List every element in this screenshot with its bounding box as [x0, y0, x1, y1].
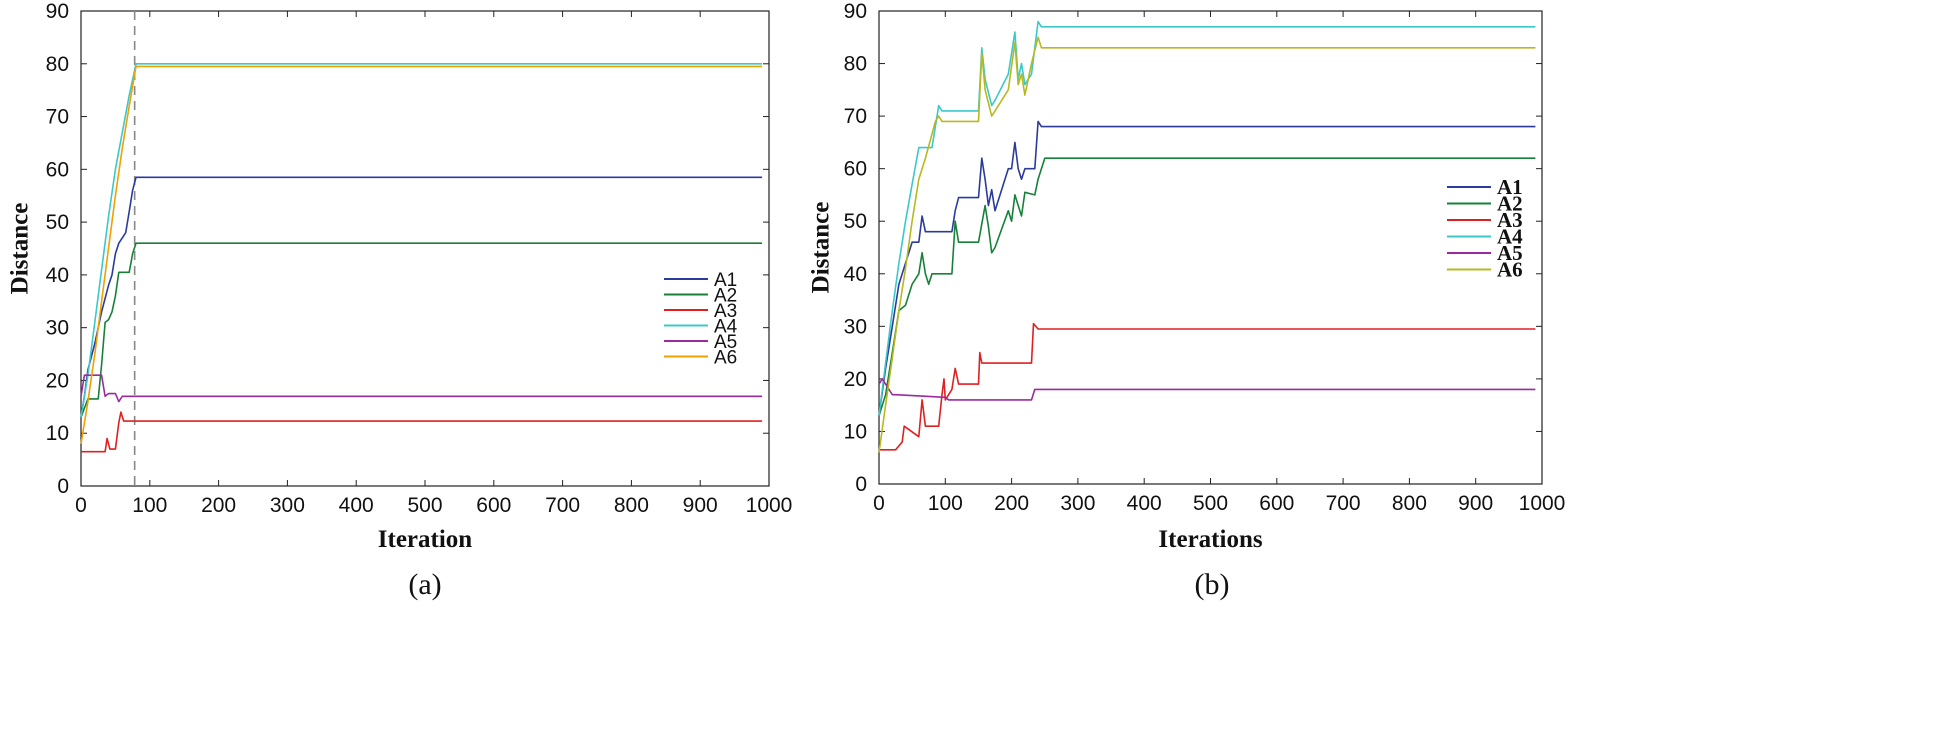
x-tick-label: 0	[75, 494, 87, 517]
x-tick-label: 300	[270, 494, 305, 517]
y-tick-label: 30	[844, 315, 867, 338]
y-axis-title: Distance	[808, 202, 835, 294]
x-axis-title: Iteration	[378, 526, 473, 553]
series-line-a2	[80, 242, 763, 418]
y-tick-label: 10	[844, 420, 867, 443]
series-line-a2	[878, 157, 1536, 416]
legend-label-a4: A4	[1497, 225, 1523, 249]
legend-label-a6: A6	[714, 348, 737, 369]
x-tick-label: 600	[476, 494, 511, 517]
y-tick-label: 60	[844, 158, 867, 181]
x-tick-label: 800	[1392, 492, 1427, 515]
chart-panel-b: 0 100 200 300 400 500 600 700 800 900 1000 0 10 20 30 4…	[808, 0, 1566, 601]
x-tick-label: 100	[132, 494, 167, 517]
series-line-a1	[878, 120, 1536, 416]
y-tick-label: 20	[844, 368, 867, 391]
y-tick-label: 40	[844, 263, 867, 286]
x-tick-label: 700	[545, 494, 580, 517]
y-tick-label: 90	[844, 0, 867, 23]
y-tick-label: 90	[46, 0, 69, 23]
x-tick-label: 900	[683, 494, 718, 517]
x-tick-label: 400	[1127, 492, 1162, 515]
series-line-a6	[878, 36, 1536, 453]
x-tick-label: 1000	[746, 494, 793, 517]
series-line-a3	[81, 411, 763, 453]
series-line-a6	[80, 65, 763, 444]
legend-label-a5: A5	[714, 332, 737, 353]
x-tick-label: 200	[994, 492, 1029, 515]
y-tick-label: 70	[46, 106, 69, 129]
y-tick-label: 0	[57, 475, 69, 498]
legend-label-a2: A2	[714, 286, 737, 307]
x-tick-label: 500	[1193, 492, 1228, 515]
x-tick-label: 800	[614, 494, 649, 517]
panel-caption: (a)	[408, 568, 441, 601]
x-tick-label: 100	[928, 492, 963, 515]
series-line-a4	[80, 62, 763, 418]
chart-panel-a: 0 100 200 300 400 500 600 700 800 900 1000 0 10 20 30 4…	[7, 0, 793, 601]
legend-label-a5: A5	[1497, 241, 1523, 265]
x-tick-label: 1000	[1519, 492, 1566, 515]
x-tick-label: 900	[1458, 492, 1493, 515]
y-tick-label: 20	[46, 369, 69, 392]
panel-caption: (b)	[1195, 568, 1230, 601]
x-tick-label: 700	[1326, 492, 1361, 515]
y-tick-label: 40	[46, 264, 69, 287]
y-tick-label: 10	[46, 422, 69, 445]
x-tick-label: 300	[1060, 492, 1095, 515]
y-tick-label: 50	[46, 211, 69, 234]
y-tick-label: 0	[855, 473, 867, 496]
legend-label-a3: A3	[714, 301, 737, 322]
x-tick-label: 600	[1259, 492, 1294, 515]
legend-label-a6: A6	[1497, 258, 1523, 282]
y-tick-label: 80	[46, 53, 69, 76]
series-line-a5	[80, 374, 763, 403]
x-tick-label: 200	[201, 494, 236, 517]
series-line-a3	[879, 322, 1536, 451]
legend-label-a2: A2	[1497, 192, 1523, 216]
y-tick-label: 50	[844, 210, 867, 233]
legend-label-a3: A3	[1497, 208, 1523, 232]
series-line-a4	[878, 20, 1536, 416]
legend-label-a1: A1	[714, 270, 737, 291]
y-tick-label: 80	[844, 53, 867, 76]
y-axis-title: Distance	[7, 203, 34, 295]
plot-frame	[878, 10, 1543, 485]
legend-label-a4: A4	[714, 317, 738, 338]
x-axis-title: Iterations	[1158, 526, 1262, 553]
legend-label-a1: A1	[1497, 175, 1523, 199]
x-tick-label: 0	[873, 492, 885, 515]
x-tick-label: 500	[407, 494, 442, 517]
y-tick-label: 60	[46, 158, 69, 181]
series-line-a5	[878, 378, 1536, 401]
y-tick-label: 70	[844, 105, 867, 128]
plot-frame	[80, 10, 770, 487]
series-line-a1	[80, 176, 763, 418]
y-tick-label: 30	[46, 317, 69, 340]
x-tick-label: 400	[339, 494, 374, 517]
